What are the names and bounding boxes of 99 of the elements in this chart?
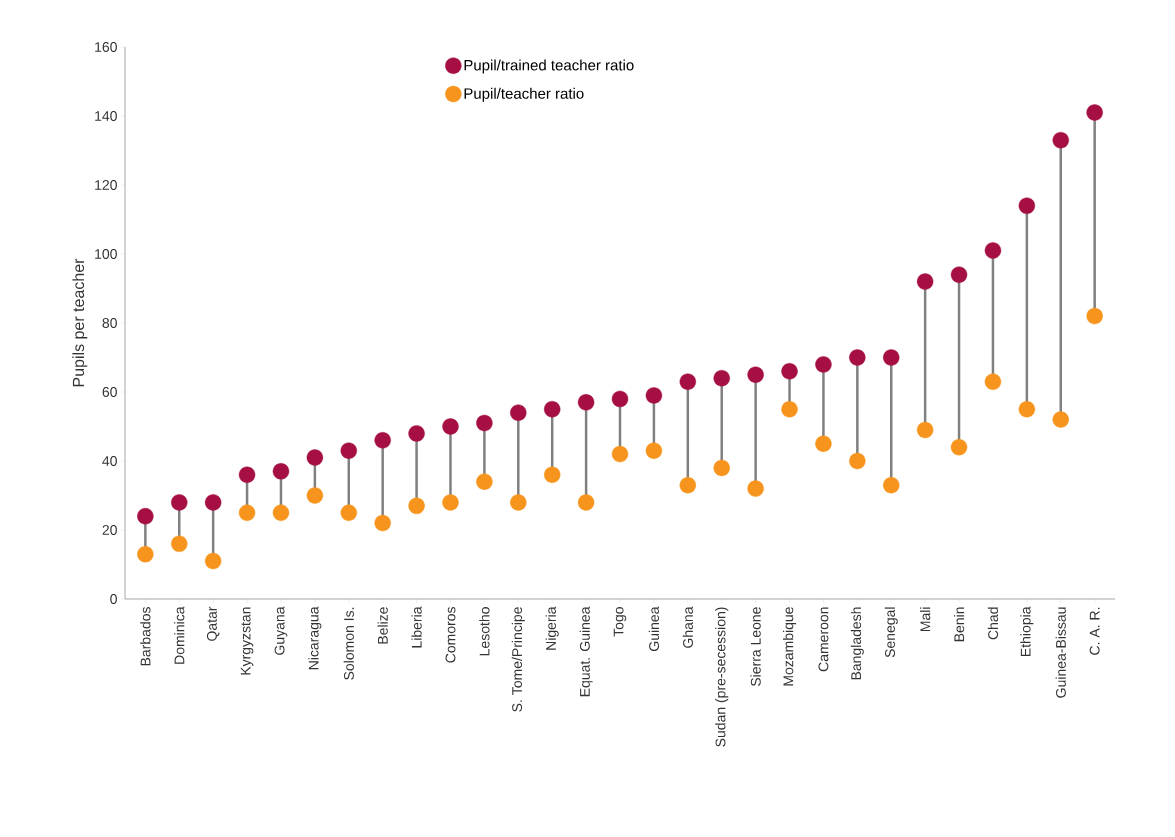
point — [442, 418, 459, 435]
point — [204, 552, 222, 570]
x-tick-label: Dominica — [174, 606, 185, 664]
x-tick-label: Cameroon — [818, 607, 829, 672]
y-tick-label: 0 — [110, 594, 117, 604]
x-tick-label: Equat. Guinea — [579, 606, 593, 697]
point — [204, 494, 222, 511]
point — [577, 494, 595, 511]
x-tick-label: Solomon Is. — [343, 607, 354, 680]
x-tick-label: Chad — [987, 607, 999, 640]
point — [171, 494, 188, 511]
x-tick-label: Nigeria — [545, 606, 559, 650]
x-tick-label: Benin — [953, 607, 965, 642]
point — [544, 466, 561, 483]
x-tick-label: C. A. R. — [1089, 607, 1100, 655]
point — [645, 387, 663, 404]
point — [849, 349, 866, 366]
point — [883, 476, 900, 494]
point — [781, 363, 798, 380]
y-tick-label: 60 — [102, 387, 117, 397]
point — [1086, 307, 1103, 325]
x-tick-label: Qatar — [206, 606, 220, 641]
point — [849, 452, 866, 470]
x-tick-label: Belize — [377, 607, 388, 644]
point — [306, 487, 324, 504]
point — [713, 369, 730, 387]
x-tick-label: Lesotho — [479, 607, 490, 656]
point — [781, 401, 798, 418]
point — [1018, 401, 1036, 418]
point — [1052, 131, 1069, 149]
point — [408, 497, 425, 515]
point — [815, 435, 832, 452]
x-tick-label: Liberia — [411, 606, 422, 648]
point — [374, 432, 391, 449]
point — [272, 504, 290, 521]
x-tick-label: Barbados — [140, 607, 151, 666]
x-tick-label: Sudan (pre-secession) — [715, 607, 729, 747]
x-tick-label: Mali — [920, 607, 931, 632]
point — [679, 476, 697, 494]
x-tick-label: Togo — [613, 607, 627, 637]
point — [1086, 104, 1103, 121]
point — [238, 466, 256, 483]
point — [950, 438, 968, 456]
point — [713, 459, 730, 477]
point — [510, 494, 527, 511]
legend-label: Pupil/trained teacher ratio — [464, 59, 634, 74]
y-tick-label: 160 — [95, 42, 117, 52]
legend-label: Pupil/teacher ratio — [464, 87, 584, 102]
point — [340, 442, 357, 459]
y-tick-label: 140 — [95, 111, 117, 121]
y-tick-label: 40 — [102, 456, 117, 466]
point — [340, 504, 357, 521]
y-tick-label: 100 — [95, 249, 117, 259]
point — [645, 442, 663, 459]
x-tick-label: Comoros — [445, 607, 456, 663]
point — [306, 449, 324, 466]
point — [747, 366, 764, 383]
point — [815, 356, 832, 373]
point — [984, 373, 1002, 390]
point — [1018, 197, 1036, 214]
point — [442, 494, 459, 511]
point — [137, 545, 154, 563]
x-tick-label: Ethiopia — [1020, 606, 1034, 656]
point — [747, 480, 764, 497]
point — [476, 473, 493, 490]
point — [544, 401, 561, 418]
point — [883, 349, 900, 366]
x-tick-label: Ghana — [682, 606, 693, 648]
point — [137, 507, 154, 525]
point — [272, 463, 290, 480]
y-tick-label: 120 — [95, 180, 117, 190]
point — [950, 266, 968, 283]
point — [611, 390, 629, 408]
point — [984, 242, 1002, 259]
y-tick-label: 20 — [102, 525, 117, 535]
y-tick-label: 80 — [102, 318, 117, 328]
x-tick-label: Guinea-Bissau — [1055, 607, 1066, 698]
point — [408, 425, 425, 442]
point — [510, 404, 527, 421]
x-tick-label: Mozambique — [783, 607, 797, 686]
point — [916, 421, 934, 439]
point — [577, 394, 595, 411]
point — [916, 273, 934, 290]
x-tick-label: Bangladesh — [850, 607, 864, 680]
point — [171, 535, 188, 552]
point — [1052, 411, 1069, 428]
x-tick-label: Guyana — [274, 606, 288, 655]
y-axis-title: Pupils per teacher — [72, 258, 88, 387]
x-tick-label: Guinea — [648, 606, 660, 651]
point — [476, 414, 493, 432]
point — [611, 445, 629, 463]
point — [679, 373, 697, 390]
point — [238, 504, 256, 521]
x-tick-label: Senegal — [884, 607, 898, 658]
x-tick-label: Sierra Leone — [750, 607, 761, 687]
x-tick-label: S. Tome/Principe — [511, 607, 525, 712]
point — [374, 514, 391, 532]
x-tick-label: Nicaragua — [308, 606, 322, 670]
x-tick-label: Kyrgyzstan — [240, 607, 254, 675]
